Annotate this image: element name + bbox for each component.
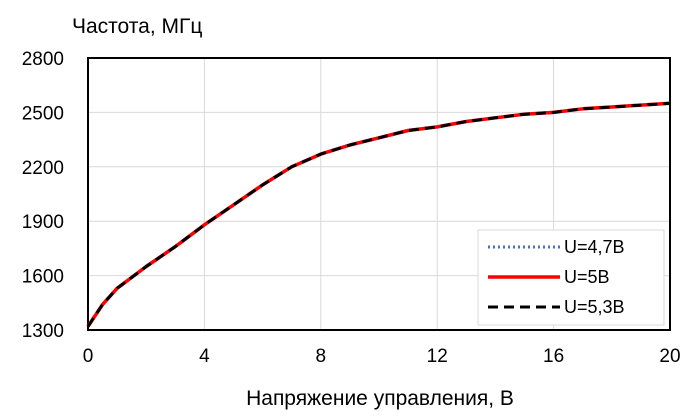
y-tick-label: 1300	[22, 321, 64, 342]
series-lines	[86, 101, 671, 328]
y-axis-label: Частота, МГц	[72, 15, 202, 38]
y-tick-label: 1600	[22, 267, 64, 288]
series-line-3	[86, 101, 671, 328]
x-tick-label: 8	[316, 346, 327, 367]
legend-label-3: U=5,3В	[564, 297, 625, 317]
tick-labels: 0 4 8 12 16 20 1300 1600 1900 2200 2500 2800	[22, 49, 681, 367]
legend-label-2: U=5В	[564, 267, 610, 287]
y-tick-label: 2500	[22, 103, 64, 124]
y-tick-label: 1900	[22, 212, 64, 233]
x-tick-label: 12	[427, 346, 448, 367]
y-tick-label: 2800	[22, 49, 64, 70]
x-tick-label: 20	[659, 346, 680, 367]
x-tick-label: 0	[83, 346, 94, 367]
x-axis-label: Напряжение управления, В	[246, 387, 514, 410]
x-tick-label: 16	[543, 346, 564, 367]
legend-label-1: U=4,7В	[564, 237, 625, 257]
plot-area	[87, 57, 671, 331]
legend: U=4,7В U=5В U=5,3В	[477, 229, 665, 326]
y-tick-label: 2200	[22, 158, 64, 179]
x-tick-label: 4	[199, 346, 210, 367]
